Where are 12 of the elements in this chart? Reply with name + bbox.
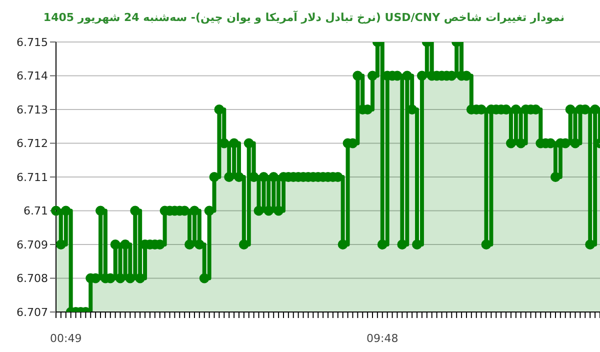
- x-tick-label: 09:48: [366, 332, 398, 345]
- y-tick-label: 6.707: [16, 306, 48, 319]
- y-tick-label: 6.714: [16, 70, 48, 83]
- y-tick-label: 6.713: [16, 103, 48, 116]
- y-tick-label: 6.715: [16, 36, 48, 49]
- y-tick-label: 6.709: [16, 238, 48, 252]
- y-tick-label: 6.708: [16, 272, 48, 286]
- y-tick-label: 6.712: [16, 137, 48, 150]
- x-tick-label: 00:49: [50, 332, 82, 345]
- chart-title: نمودار تغییرات شاخص USD/CNY (نرخ تبادل دلار آمریکا و یوان چین)- سه‌شنبه 24 شهریور 1405: [42, 10, 566, 26]
- y-tick-label: 6.711: [16, 170, 48, 184]
- y-tick-label: 6.71: [24, 204, 48, 218]
